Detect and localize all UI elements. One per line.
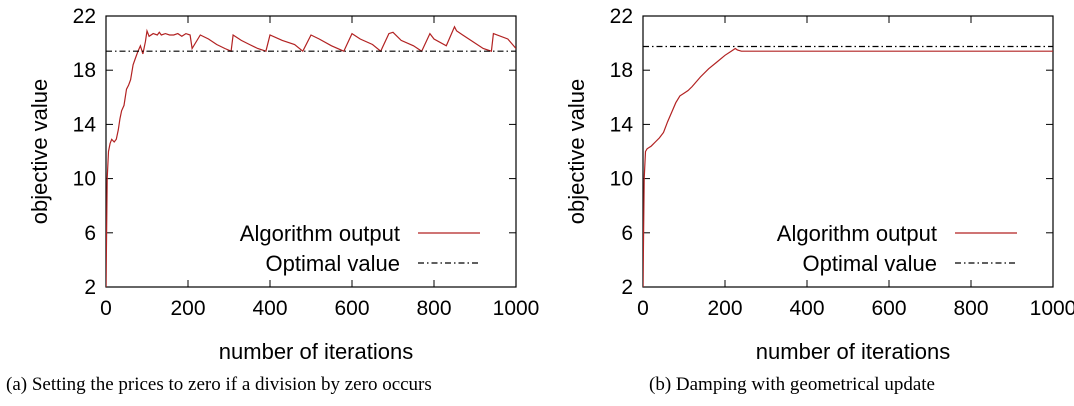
y-tick-label-5: 22: [73, 5, 96, 28]
x-tick-label-0: 0: [100, 297, 112, 320]
y-tick-label-3: 14: [73, 113, 97, 136]
plot-frame: [105, 15, 517, 288]
x-tick-label-2: 400: [789, 297, 824, 320]
y-axis-label: objective value: [564, 79, 589, 225]
x-tick-label-3: 600: [871, 297, 906, 320]
chart-b: 0 200 400 600 800 1000 2 6 10 14 18 22 number of ite…: [564, 5, 1074, 364]
x-tick-label-4: 800: [416, 297, 451, 320]
y-tick-label-1: 6: [84, 222, 96, 245]
chart-panel-b: 0 200 400 600 800 1000 2 6 10 14 18 22 number of ite…: [537, 0, 1074, 406]
y-tick-label-4: 18: [73, 59, 96, 82]
y-tick-label-4: 18: [610, 59, 633, 82]
x-tick-label-1: 200: [707, 297, 742, 320]
legend-label-0: Algorithm output: [777, 221, 937, 246]
plot-frame: [642, 15, 1054, 288]
y-tick-label-0: 2: [621, 276, 633, 299]
x-axis-label: number of iterations: [756, 339, 950, 364]
caption-a: (a) Setting the prices to zero if a divi…: [6, 374, 432, 396]
y-tick-label-5: 22: [610, 5, 633, 28]
x-tick-label-1: 200: [170, 297, 205, 320]
x-axis-label: number of iterations: [219, 339, 413, 364]
y-tick-label-0: 2: [84, 276, 96, 299]
caption-b-text: Damping with geometrical update: [675, 374, 935, 395]
caption-a-tag: (a): [6, 374, 28, 395]
y-tick-label-1: 6: [621, 222, 633, 245]
legend-label-0: Algorithm output: [240, 221, 400, 246]
y-tick-label-2: 10: [73, 168, 96, 191]
x-tick-label-5: 1000: [1030, 297, 1074, 320]
x-tick-label-3: 600: [334, 297, 369, 320]
chart-a: 0 200 400 600 800 1000 2 6 10 14 18 22 number of ite…: [27, 5, 540, 364]
series-line-0: [643, 47, 1053, 287]
y-axis-label: objective value: [27, 79, 52, 225]
legend-label-1: Optimal value: [265, 251, 400, 276]
caption-b: (b) Damping with geometrical update: [649, 374, 935, 396]
chart-panel-a: 0 200 400 600 800 1000 2 6 10 14 18 22 number of ite…: [6, 5, 540, 396]
x-tick-label-2: 400: [252, 297, 287, 320]
y-tick-label-2: 10: [610, 168, 633, 191]
x-tick-label-5: 1000: [493, 297, 540, 320]
caption-a-text: Setting the prices to zero if a division…: [31, 374, 432, 395]
y-tick-label-3: 14: [610, 113, 634, 136]
x-tick-label-0: 0: [637, 297, 649, 320]
x-tick-label-4: 800: [953, 297, 988, 320]
series-line-0: [106, 25, 516, 287]
legend-label-1: Optimal value: [802, 251, 937, 276]
caption-b-tag: (b): [649, 374, 672, 395]
